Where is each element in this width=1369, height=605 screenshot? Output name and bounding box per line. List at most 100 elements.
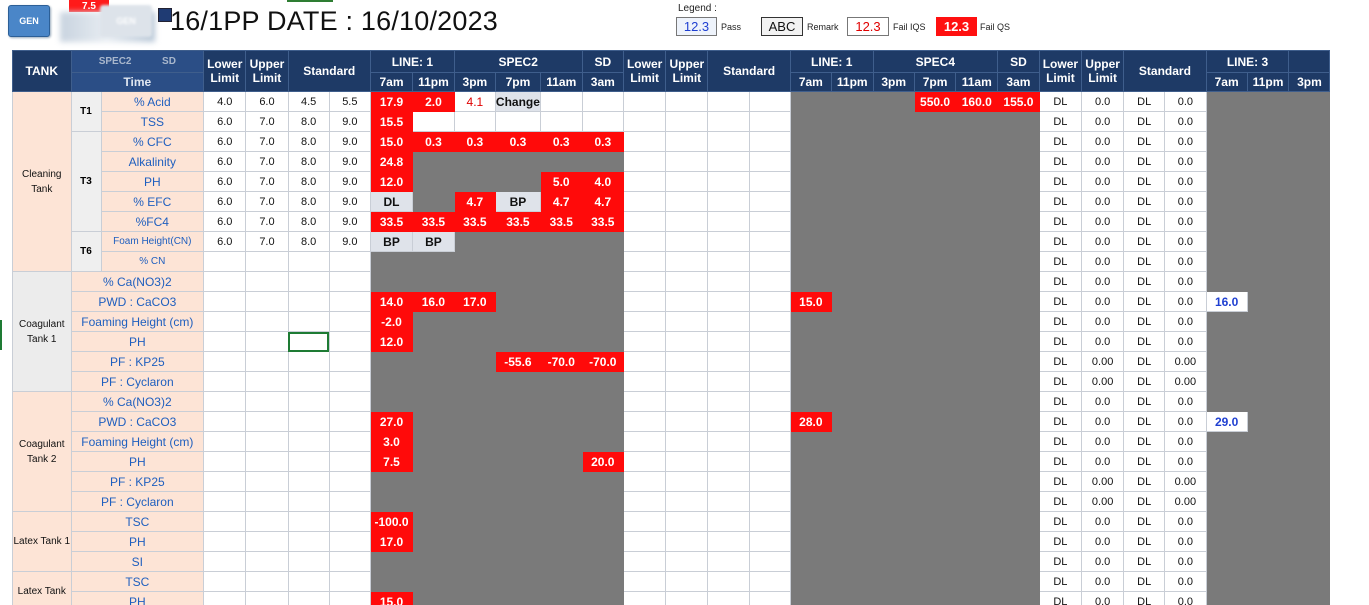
reading-cell[interactable]	[955, 351, 999, 372]
limit-cell[interactable]: 6.0	[203, 151, 247, 172]
limit-cell[interactable]	[287, 591, 330, 605]
reading-cell[interactable]	[913, 491, 957, 512]
reading-cell[interactable]	[997, 211, 1040, 232]
limit-cell[interactable]: 8.0	[287, 191, 330, 212]
reading-cell[interactable]	[1246, 471, 1290, 492]
reading-cell[interactable]	[1205, 111, 1248, 132]
reading-cell[interactable]	[1205, 331, 1248, 352]
reading-cell[interactable]	[412, 551, 455, 572]
limit-cell[interactable]: DL	[1038, 371, 1083, 392]
reading-cell[interactable]: 2.0	[412, 91, 455, 112]
reading-cell[interactable]	[872, 551, 915, 572]
limit-cell[interactable]	[328, 271, 371, 292]
limit-cell[interactable]	[245, 351, 289, 372]
reading-cell[interactable]	[581, 271, 625, 292]
reading-cell[interactable]	[412, 431, 455, 452]
reading-cell[interactable]	[913, 551, 957, 572]
limit-cell[interactable]: 0.0	[1164, 291, 1207, 312]
limit-cell[interactable]: 0.00	[1081, 371, 1125, 392]
reading-cell[interactable]	[789, 311, 832, 332]
limit-cell[interactable]: 0.0	[1081, 231, 1125, 252]
limit-cell[interactable]	[707, 571, 750, 592]
limit-cell[interactable]	[328, 251, 371, 272]
limit-cell[interactable]	[622, 111, 667, 132]
reading-cell[interactable]	[369, 351, 414, 372]
reading-cell[interactable]	[453, 451, 496, 472]
reading-cell[interactable]	[494, 571, 541, 592]
limit-cell[interactable]: 8.0	[287, 131, 330, 152]
limit-cell[interactable]	[203, 391, 247, 412]
reading-cell[interactable]	[872, 91, 915, 112]
reading-cell[interactable]	[830, 211, 874, 232]
limit-cell[interactable]: 8.0	[287, 151, 330, 172]
reading-cell[interactable]	[872, 231, 915, 252]
limit-cell[interactable]	[287, 491, 330, 512]
reading-cell[interactable]	[494, 311, 541, 332]
reading-cell[interactable]	[1246, 151, 1290, 172]
reading-cell[interactable]	[1205, 551, 1248, 572]
limit-cell[interactable]: DL	[1038, 431, 1083, 452]
reading-cell[interactable]	[872, 311, 915, 332]
reading-cell[interactable]	[494, 291, 541, 312]
limit-cell[interactable]	[665, 491, 709, 512]
reading-cell[interactable]	[539, 511, 583, 532]
limit-cell[interactable]	[203, 331, 247, 352]
reading-cell[interactable]: -70.0	[581, 351, 625, 372]
reading-cell[interactable]	[913, 291, 957, 312]
limit-cell[interactable]	[748, 551, 791, 572]
reading-cell[interactable]	[955, 311, 999, 332]
limit-cell[interactable]: 7.0	[245, 151, 289, 172]
reading-cell[interactable]	[789, 91, 832, 112]
limit-cell[interactable]	[203, 471, 247, 492]
limit-cell[interactable]: 0.0	[1164, 191, 1207, 212]
reading-cell[interactable]	[1205, 271, 1248, 292]
reading-cell[interactable]	[539, 371, 583, 392]
reading-cell[interactable]	[1205, 131, 1248, 152]
reading-cell[interactable]	[913, 331, 957, 352]
limit-cell[interactable]	[622, 171, 667, 192]
limit-cell[interactable]	[245, 591, 289, 605]
limit-cell[interactable]	[707, 451, 750, 472]
limit-cell[interactable]	[665, 311, 709, 332]
limit-cell[interactable]	[203, 591, 247, 605]
reading-cell[interactable]	[955, 171, 999, 192]
limit-cell[interactable]: DL	[1123, 491, 1166, 512]
reading-cell[interactable]	[539, 231, 583, 252]
reading-cell[interactable]: 33.5	[453, 211, 496, 232]
reading-cell[interactable]	[955, 591, 999, 605]
reading-cell[interactable]	[872, 511, 915, 532]
limit-cell[interactable]	[748, 231, 791, 252]
reading-cell[interactable]	[453, 311, 496, 332]
limit-cell[interactable]: DL	[1038, 491, 1083, 512]
limit-cell[interactable]: 0.0	[1164, 331, 1207, 352]
reading-cell[interactable]	[539, 291, 583, 312]
reading-cell[interactable]	[872, 271, 915, 292]
limit-cell[interactable]	[203, 551, 247, 572]
limit-cell[interactable]	[328, 571, 371, 592]
reading-cell[interactable]	[872, 431, 915, 452]
limit-cell[interactable]	[287, 351, 330, 372]
limit-cell[interactable]	[328, 371, 371, 392]
limit-cell[interactable]: DL	[1038, 171, 1083, 192]
limit-cell[interactable]	[748, 311, 791, 332]
limit-cell[interactable]: DL	[1038, 551, 1083, 572]
reading-cell[interactable]	[369, 371, 414, 392]
reading-cell[interactable]	[872, 291, 915, 312]
limit-cell[interactable]: DL	[1038, 511, 1083, 532]
reading-cell[interactable]	[453, 371, 496, 392]
reading-cell[interactable]	[581, 591, 625, 605]
reading-cell[interactable]	[494, 511, 541, 532]
limit-cell[interactable]	[245, 491, 289, 512]
reading-cell[interactable]	[955, 571, 999, 592]
reading-cell[interactable]	[369, 491, 414, 512]
limit-cell[interactable]	[665, 371, 709, 392]
limit-cell[interactable]	[622, 391, 667, 412]
reading-cell[interactable]	[1205, 311, 1248, 332]
limit-cell[interactable]	[622, 211, 667, 232]
limit-cell[interactable]	[287, 271, 330, 292]
limit-cell[interactable]	[287, 511, 330, 532]
limit-cell[interactable]	[748, 371, 791, 392]
limit-cell[interactable]: 0.0	[1164, 391, 1207, 412]
reading-cell[interactable]	[997, 531, 1040, 552]
limit-cell[interactable]	[665, 271, 709, 292]
